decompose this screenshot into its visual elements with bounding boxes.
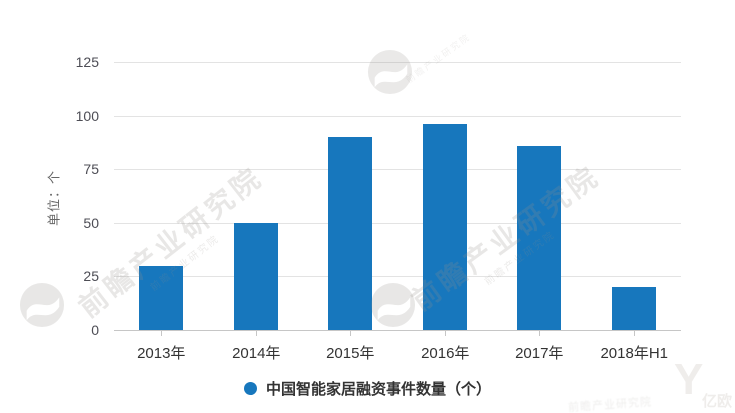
legend-marker-icon (243, 382, 257, 395)
x-tick-label-2015年: 2015年 (326, 345, 375, 362)
bar-2015年[interactable] (328, 137, 372, 330)
y-tick-label-100: 100 (75, 108, 99, 124)
bar-2014年[interactable] (234, 223, 278, 330)
x-tick (634, 331, 635, 336)
bar-2018年H1[interactable] (612, 287, 656, 330)
bar-2017年[interactable] (517, 146, 561, 330)
gridline-50 (114, 223, 681, 224)
watermark-brand-subtext: 前瞻产业研究院 (404, 31, 473, 86)
y-axis-unit-label: 单位：个 (46, 169, 62, 227)
gridline-25 (114, 276, 681, 277)
qianzhan-logo-icon (370, 282, 416, 328)
x-tick-label-2017年: 2017年 (515, 345, 564, 362)
gridline-75 (114, 169, 681, 170)
x-tick (350, 331, 351, 336)
x-axis-line (114, 330, 681, 331)
bar-2016年[interactable] (423, 124, 467, 330)
legend-label: 中国智能家居融资事件数量（个） (265, 381, 491, 398)
x-tick-label-2013年: 2013年 (137, 345, 186, 362)
qianzhan-logo-icon (367, 49, 413, 95)
x-tick (161, 331, 162, 336)
gridline-100 (114, 116, 681, 117)
x-tick (445, 331, 446, 336)
x-tick (539, 331, 540, 336)
x-tick-label-2016年: 2016年 (421, 345, 470, 362)
y-tick-label-125: 125 (75, 54, 99, 70)
chart-legend[interactable]: 中国智能家居融资事件数量（个） (0, 378, 735, 399)
y-tick-label-75: 75 (83, 161, 99, 177)
y-tick-label-50: 50 (83, 215, 99, 231)
gridline-125 (114, 62, 681, 63)
x-tick-label-2018年H1: 2018年H1 (600, 345, 669, 362)
y-tick-label-0: 0 (91, 322, 99, 338)
x-tick (256, 331, 257, 336)
y-tick-label-25: 25 (83, 268, 99, 284)
x-tick-label-2014年: 2014年 (232, 345, 281, 362)
bar-2013年[interactable] (139, 266, 183, 330)
